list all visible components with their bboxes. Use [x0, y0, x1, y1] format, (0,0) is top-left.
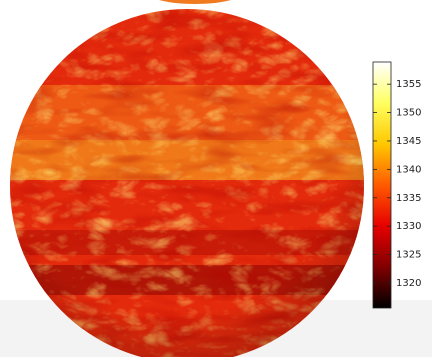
colorbar-tick-label: 1355: [396, 79, 421, 90]
colorbar-tick-label: 1330: [396, 221, 421, 232]
colorbar-tick-label: 1345: [396, 136, 421, 147]
colorbar: [372, 61, 392, 309]
colorbar-tick-label: 1340: [396, 164, 421, 175]
colorbar-tick-label: 1325: [396, 250, 421, 261]
neighbor-sphere: [159, 0, 231, 4]
colorbar-tick-label: 1320: [396, 278, 421, 289]
sphere: [10, 9, 364, 361]
colorbar-tick-label: 1350: [396, 108, 421, 119]
colorbar-tick-label: 1335: [396, 193, 421, 204]
